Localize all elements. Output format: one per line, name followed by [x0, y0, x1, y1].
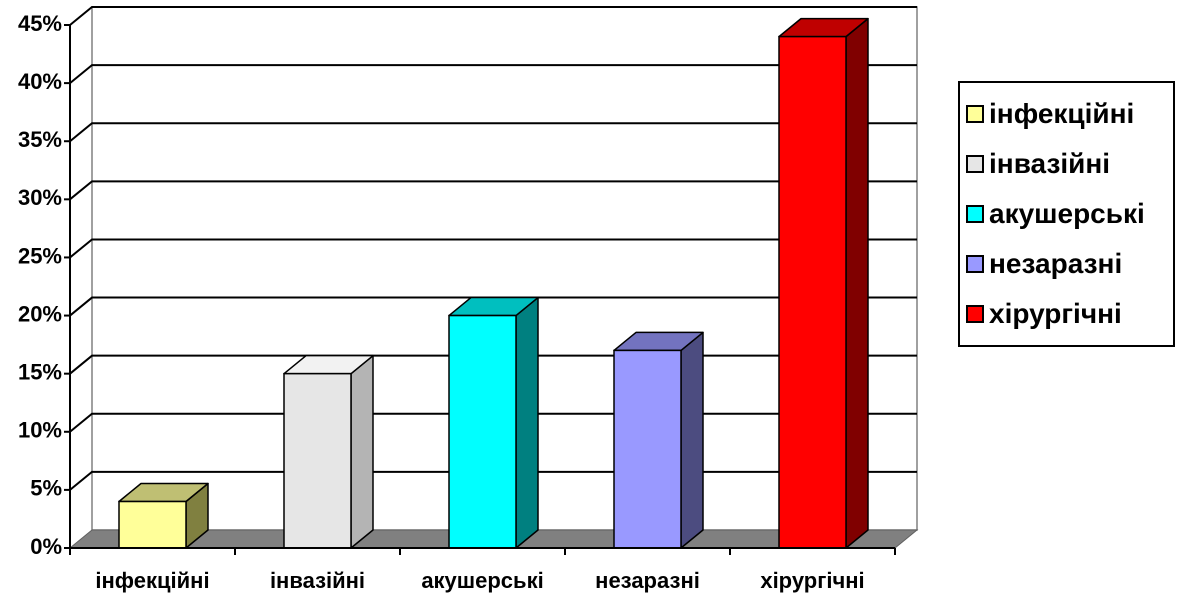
- bar-front: [778, 35, 847, 549]
- bar-front: [448, 314, 517, 549]
- y-tick-label: 45%: [18, 11, 62, 36]
- y-axis-ticks: 0% 5% 10% 15% 20% 25% 30% 35% 40% 45%: [18, 11, 70, 559]
- legend-swatch: [966, 255, 984, 273]
- legend-label: акушерські: [989, 198, 1145, 229]
- y-tick-label: 30%: [18, 185, 62, 210]
- legend-item: інвазійні: [966, 144, 1110, 184]
- bar-side: [350, 354, 374, 549]
- legend: інфекційні інвазійні акушерські незаразн…: [958, 81, 1175, 347]
- y-tick-label: 40%: [18, 69, 62, 94]
- gridline: [69, 238, 917, 259]
- legend-swatch: [966, 205, 984, 223]
- legend-label: інвазійні: [989, 148, 1111, 179]
- y-tick-label: 25%: [18, 243, 62, 268]
- bar-side: [515, 296, 539, 549]
- bars: [118, 17, 869, 549]
- bar: [778, 17, 869, 549]
- bar: [283, 354, 374, 549]
- legend-swatch: [966, 105, 984, 123]
- gridline: [69, 6, 917, 26]
- bar-front: [283, 372, 352, 549]
- legend-label: незаразні: [989, 248, 1123, 279]
- gridline: [69, 64, 917, 84]
- x-tick-label: хірургічні: [760, 568, 864, 593]
- bar: [118, 482, 209, 549]
- bar-side: [845, 17, 869, 549]
- legend-item: акушерські: [966, 194, 1145, 234]
- legend-label: інфекційні: [989, 98, 1135, 129]
- y-tick-label: 15%: [18, 359, 62, 384]
- bar: [448, 296, 539, 549]
- bar-front: [613, 349, 682, 549]
- axes: [69, 25, 895, 549]
- bar: [613, 331, 704, 549]
- y-tick-label: 20%: [18, 301, 62, 326]
- gridline: [69, 296, 917, 317]
- x-tick-label: незаразні: [595, 568, 700, 593]
- legend-item: незаразні: [966, 244, 1122, 284]
- gridline: [69, 180, 917, 201]
- y-tick-label: 35%: [18, 127, 62, 152]
- x-tick-label: акушерські: [421, 568, 543, 593]
- x-tick-label: інвазійні: [270, 568, 365, 593]
- y-tick-label: 10%: [18, 418, 62, 443]
- legend-swatch: [966, 155, 984, 173]
- legend-swatch: [966, 305, 984, 323]
- y-tick-label: 5%: [30, 476, 62, 501]
- legend-label: хірургічні: [989, 298, 1122, 329]
- bar-front: [118, 500, 187, 549]
- x-tick-label: інфекційні: [95, 568, 209, 593]
- x-axis-ticks: інфекційні інвазійні акушерські незаразні хі…: [69, 548, 896, 593]
- y-tick-label: 0%: [30, 534, 62, 559]
- legend-item: хірургічні: [966, 294, 1122, 334]
- gridline: [69, 122, 917, 142]
- bar-side: [680, 331, 704, 549]
- legend-item: інфекційні: [966, 94, 1134, 134]
